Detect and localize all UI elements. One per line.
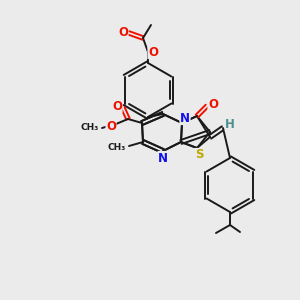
Text: CH₃: CH₃ <box>108 142 126 152</box>
Text: O: O <box>112 100 122 112</box>
Text: H: H <box>225 118 235 130</box>
Text: N: N <box>158 152 168 164</box>
Text: CH₃: CH₃ <box>81 124 99 133</box>
Text: O: O <box>208 98 218 110</box>
Text: O: O <box>148 46 158 59</box>
Text: O: O <box>106 119 116 133</box>
Text: O: O <box>118 26 128 38</box>
Text: methyl: methyl <box>109 131 133 137</box>
Text: S: S <box>195 148 203 161</box>
Text: N: N <box>180 112 190 124</box>
